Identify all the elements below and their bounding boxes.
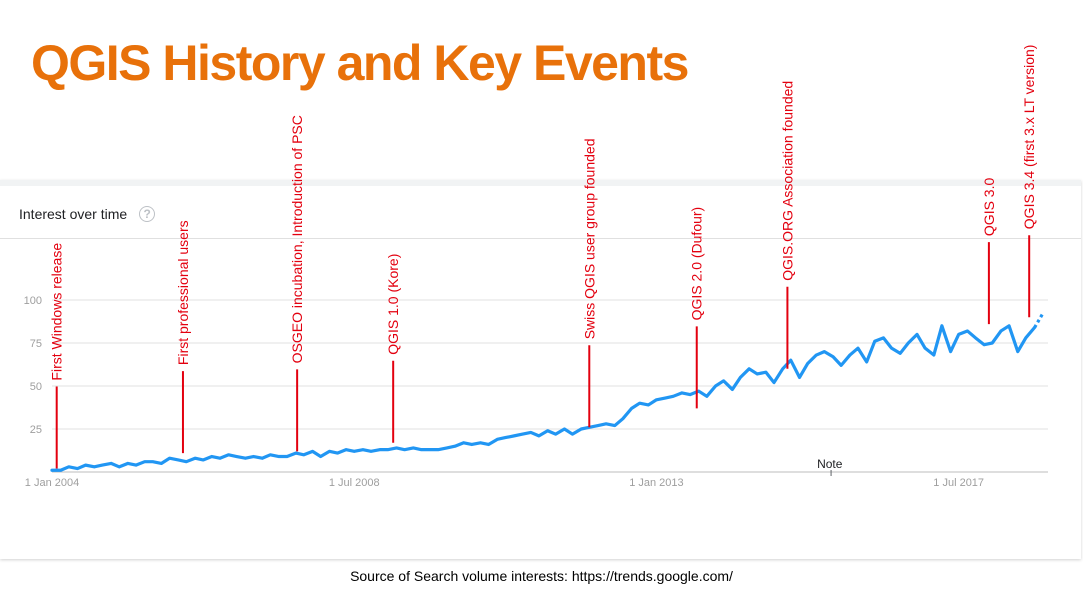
note-label: Note xyxy=(817,457,843,471)
annotation-label: Swiss QGIS user group founded xyxy=(581,138,597,339)
annotation-label: QGIS 1.0 (Kore) xyxy=(385,254,401,355)
annotation-label: First professional users xyxy=(175,220,191,365)
annotation-layer: First Windows release First professional … xyxy=(49,45,1037,469)
help-circle-icon[interactable]: ? xyxy=(139,206,156,222)
interest-series-line xyxy=(50,324,1037,472)
interest-series-partial-segment xyxy=(1033,312,1045,329)
annotation-label: OSGEO incubation, Introduction of PSC xyxy=(289,115,305,363)
header-divider xyxy=(0,238,1081,239)
source-footer: Source of Search volume interests: https… xyxy=(350,568,733,584)
y-tick-label: 75 xyxy=(30,338,42,350)
x-tick-label: 1 Jan 2013 xyxy=(629,477,683,489)
x-tick-label: 1 Jul 2017 xyxy=(933,477,984,489)
annotation-label: QGIS.ORG Association founded xyxy=(779,81,795,281)
card-header: Interest over time ? xyxy=(19,204,156,224)
card-title: Interest over time xyxy=(19,206,128,222)
annotation-label: QGIS 3.4 (first 3.x LT version) xyxy=(1021,45,1037,230)
grid-layer: 25 50 75 100 1 Jan 2004 1 Jul 2008 1 Jan 2013 1… xyxy=(24,295,1048,489)
annotation-label: QGIS 2.0 (Dufour) xyxy=(689,207,705,321)
y-tick-label: 100 xyxy=(24,295,42,307)
interest-over-time-card: Interest over time ? xyxy=(0,180,1081,559)
series-layer xyxy=(50,312,1045,472)
y-tick-label: 25 xyxy=(30,424,42,436)
x-tick-label: 1 Jul 2008 xyxy=(329,477,380,489)
y-tick-label: 50 xyxy=(30,381,42,393)
annotation-label: QGIS 3.0 xyxy=(981,178,997,237)
annotation-label: First Windows release xyxy=(49,243,65,381)
page-title: QGIS History and Key Events xyxy=(31,35,689,91)
x-tick-label: 1 Jan 2004 xyxy=(25,477,79,489)
